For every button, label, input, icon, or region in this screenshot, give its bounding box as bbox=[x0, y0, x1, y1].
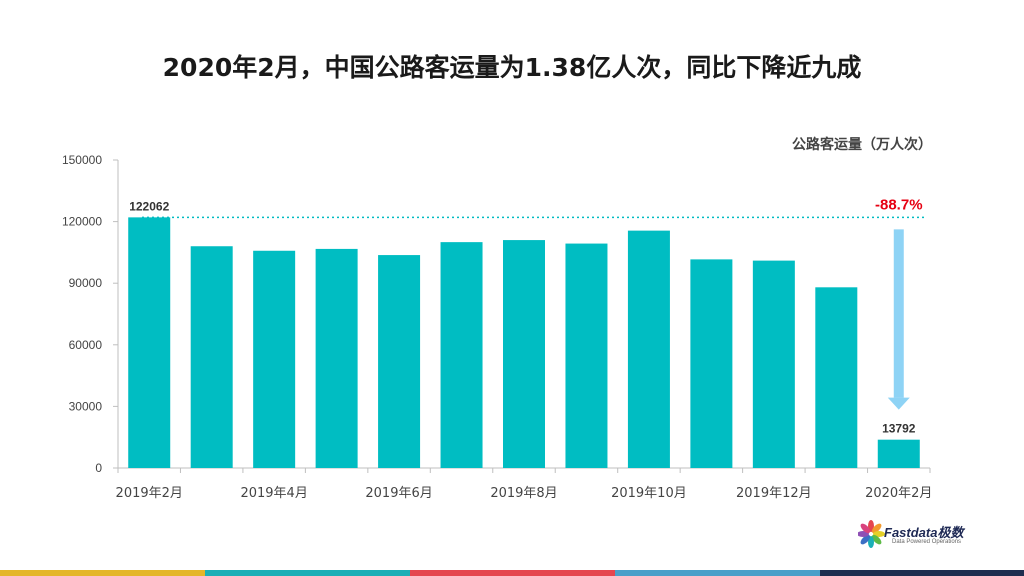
logo-name: Fastdata极数 bbox=[884, 525, 964, 540]
footer-segment bbox=[615, 570, 820, 576]
bar bbox=[440, 242, 483, 468]
footer-color-strip bbox=[0, 570, 1024, 576]
data-label: 13792 bbox=[882, 422, 916, 436]
y-tick-label: 60000 bbox=[69, 338, 103, 352]
bar bbox=[752, 260, 795, 468]
x-tick-label: 2020年2月 bbox=[865, 486, 932, 501]
fastdata-logo: Fastdata极数 Data Powered Operations bbox=[858, 516, 998, 556]
down-arrow-head bbox=[887, 397, 910, 410]
bar bbox=[128, 217, 171, 468]
y-tick-label: 90000 bbox=[69, 276, 103, 290]
bar bbox=[315, 248, 358, 468]
footer-segment bbox=[820, 570, 1024, 576]
bar bbox=[565, 243, 608, 468]
bar bbox=[877, 439, 920, 468]
x-tick-label: 2019年8月 bbox=[490, 486, 557, 501]
bar bbox=[815, 287, 858, 468]
bar bbox=[690, 259, 733, 468]
y-tick-label: 150000 bbox=[62, 153, 102, 167]
change-annotation: -88.7% bbox=[875, 196, 923, 213]
x-tick-label: 2019年12月 bbox=[736, 486, 812, 501]
bar bbox=[190, 246, 233, 468]
footer-segment bbox=[205, 570, 410, 576]
y-tick-label: 30000 bbox=[69, 399, 103, 413]
x-tick-label: 2019年2月 bbox=[116, 486, 183, 501]
bar bbox=[503, 240, 545, 468]
bar bbox=[627, 230, 670, 468]
flower-logo-icon bbox=[858, 520, 885, 548]
footer-segment bbox=[410, 570, 615, 576]
x-tick-label: 2019年6月 bbox=[365, 486, 432, 501]
x-tick-label: 2019年4月 bbox=[240, 486, 307, 501]
footer-segment bbox=[0, 570, 205, 576]
y-tick-label: 120000 bbox=[62, 215, 102, 229]
unit-label: 公路客运量（万人次） bbox=[792, 137, 932, 153]
y-tick-label: 0 bbox=[95, 461, 102, 475]
data-label: 122062 bbox=[129, 199, 169, 213]
bar bbox=[378, 255, 421, 468]
logo-tagline: Data Powered Operations bbox=[892, 539, 962, 545]
down-arrow-shaft bbox=[893, 229, 904, 398]
x-tick-label: 2019年10月 bbox=[611, 486, 687, 501]
chart-title: 2020年2月，中国公路客运量为1.38亿人次，同比下降近九成 bbox=[162, 53, 862, 82]
bar bbox=[253, 250, 296, 468]
